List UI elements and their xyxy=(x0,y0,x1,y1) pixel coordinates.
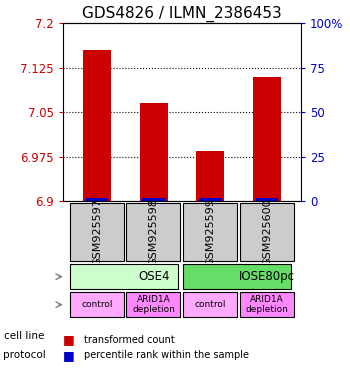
FancyBboxPatch shape xyxy=(183,264,291,289)
Text: OSE4: OSE4 xyxy=(138,270,169,283)
Text: GSM925597: GSM925597 xyxy=(92,198,102,266)
Text: control: control xyxy=(81,300,113,309)
FancyBboxPatch shape xyxy=(126,203,180,262)
Bar xyxy=(142,199,165,202)
Text: control: control xyxy=(195,300,226,309)
Bar xyxy=(256,199,278,202)
Text: cell line: cell line xyxy=(4,331,44,341)
Text: GSM925599: GSM925599 xyxy=(205,198,215,266)
Bar xyxy=(83,50,111,202)
FancyBboxPatch shape xyxy=(183,203,237,262)
FancyBboxPatch shape xyxy=(70,292,124,317)
Text: percentile rank within the sample: percentile rank within the sample xyxy=(84,350,249,360)
Text: protocol: protocol xyxy=(4,350,46,360)
Bar xyxy=(253,76,281,202)
Text: IOSE80pc: IOSE80pc xyxy=(239,270,295,283)
Text: GSM925600: GSM925600 xyxy=(262,198,272,266)
FancyBboxPatch shape xyxy=(183,292,237,317)
Text: ■: ■ xyxy=(63,349,75,362)
Text: transformed count: transformed count xyxy=(84,335,175,345)
Title: GDS4826 / ILMN_2386453: GDS4826 / ILMN_2386453 xyxy=(82,5,282,22)
Text: GSM925598: GSM925598 xyxy=(149,198,159,266)
Bar xyxy=(196,151,224,202)
FancyBboxPatch shape xyxy=(240,292,294,317)
FancyBboxPatch shape xyxy=(70,264,178,289)
FancyBboxPatch shape xyxy=(240,203,294,262)
FancyBboxPatch shape xyxy=(70,203,124,262)
Bar xyxy=(199,199,222,202)
FancyBboxPatch shape xyxy=(126,292,180,317)
Text: ARID1A
depletion: ARID1A depletion xyxy=(132,295,175,314)
Text: ARID1A
depletion: ARID1A depletion xyxy=(246,295,288,314)
Bar xyxy=(86,199,108,202)
Bar xyxy=(140,103,168,202)
Text: ■: ■ xyxy=(63,333,75,346)
